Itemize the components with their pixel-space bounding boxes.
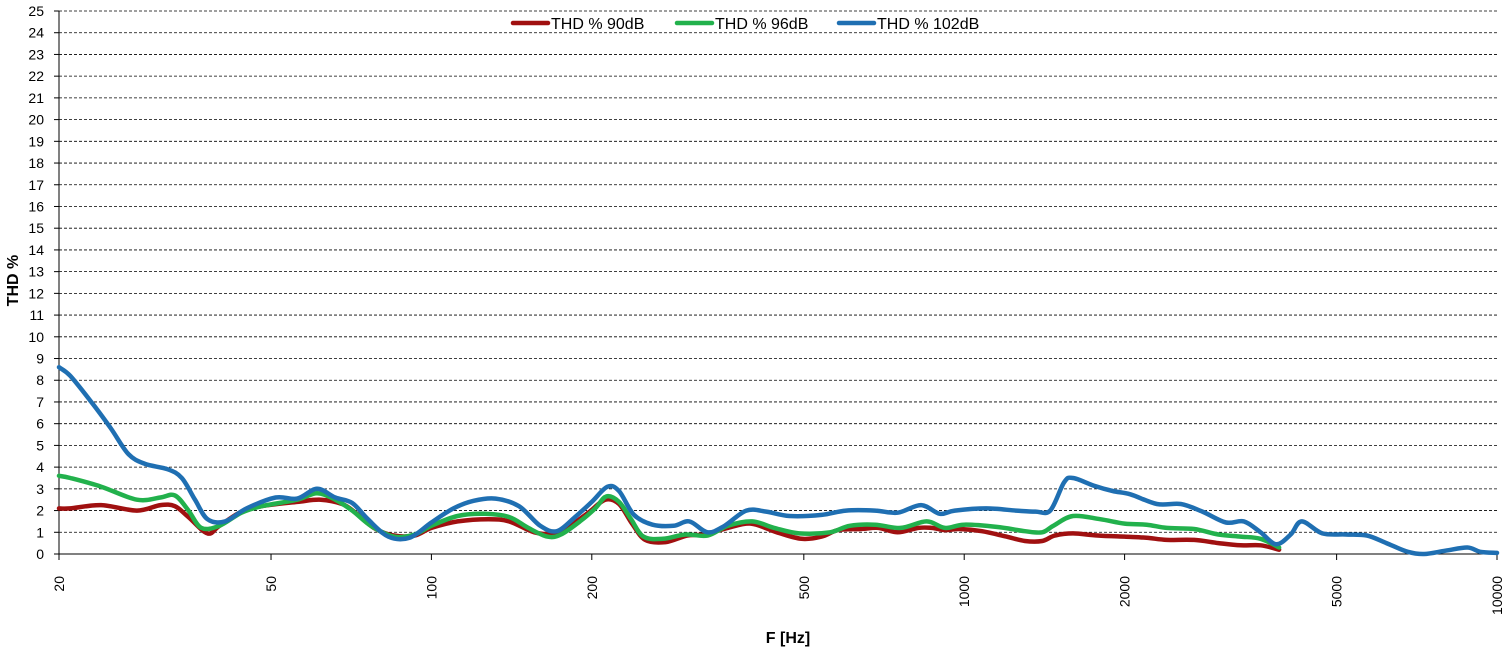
gridlines xyxy=(59,10,1497,533)
y-tick-label: 23 xyxy=(28,46,44,62)
legend-label: THD % 90dB xyxy=(551,16,644,33)
x-tick-label: 2000 xyxy=(1117,576,1133,607)
y-tick-label: 3 xyxy=(36,481,44,497)
y-tick-label: 13 xyxy=(28,264,44,280)
y-tick-label: 15 xyxy=(28,220,44,236)
y-tick-label: 22 xyxy=(28,68,44,84)
y-tick-label: 14 xyxy=(28,242,44,258)
series-line-3 xyxy=(56,364,1500,557)
legend-label: THD % 102dB xyxy=(877,16,979,33)
y-tick-label: 2 xyxy=(36,503,44,519)
y-tick-label: 25 xyxy=(28,3,44,19)
y-tick-label: 10 xyxy=(28,329,44,345)
x-tick-label: 50 xyxy=(263,576,279,592)
y-tick-label: 1 xyxy=(36,524,44,540)
x-tick-label: 200 xyxy=(584,576,600,600)
x-tick-label: 100 xyxy=(423,576,439,600)
y-tick-label: 21 xyxy=(28,90,44,106)
series-lines xyxy=(56,364,1500,557)
y-tick-label: 11 xyxy=(29,307,44,323)
y-axis-title: THD % xyxy=(5,255,22,307)
y-tick-label: 4 xyxy=(36,459,44,475)
y-tick-label: 9 xyxy=(36,351,44,367)
y-tick-label: 12 xyxy=(28,285,44,301)
legend: THD % 90dB THD % 96dB THD % 102dB xyxy=(510,16,979,33)
x-tick-label: 20 xyxy=(51,576,67,592)
y-tick-label: 17 xyxy=(28,177,44,193)
y-tick-label: 7 xyxy=(36,394,44,410)
y-tick-label: 19 xyxy=(28,133,44,149)
y-tick-label: 18 xyxy=(28,155,44,171)
legend-label: THD % 96dB xyxy=(715,16,808,33)
y-tick-label: 16 xyxy=(28,198,44,214)
y-tick-label: 6 xyxy=(36,416,44,432)
y-tick-label: 0 xyxy=(36,546,44,562)
x-tick-label: 10000 xyxy=(1489,576,1505,615)
y-tick-label: 8 xyxy=(36,372,44,388)
x-tick-label: 1000 xyxy=(956,576,972,607)
x-tick-label: 5000 xyxy=(1329,576,1345,607)
y-tick-label: 20 xyxy=(28,112,44,128)
axes: 0123456789101112131415161718192021222324… xyxy=(28,3,1505,615)
y-tick-label: 24 xyxy=(28,25,44,41)
x-axis-title: F [Hz] xyxy=(766,630,810,647)
y-tick-label: 5 xyxy=(36,437,44,453)
series-line-2 xyxy=(56,473,1282,550)
x-tick-label: 500 xyxy=(796,576,812,600)
